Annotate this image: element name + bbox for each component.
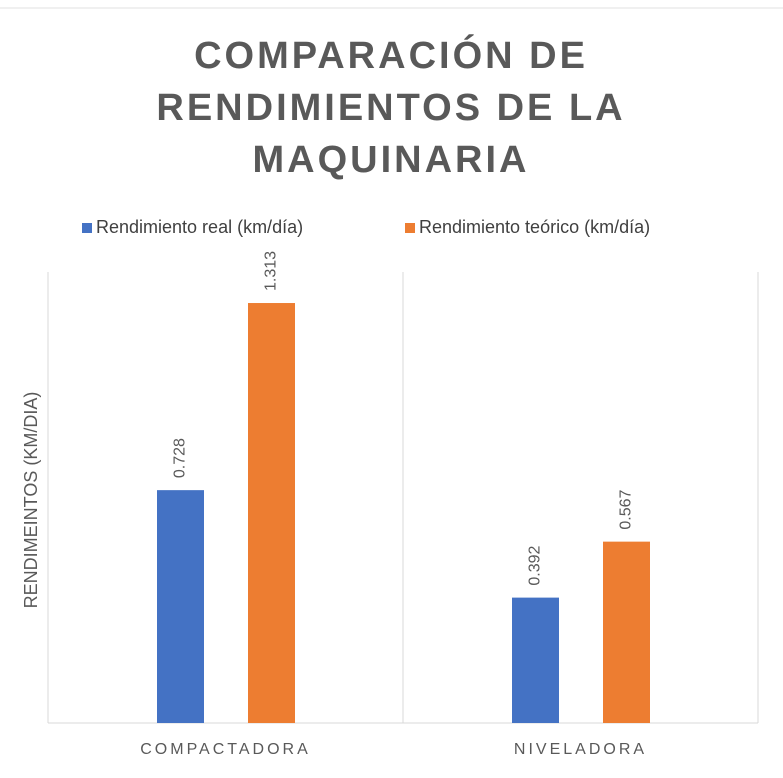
value-label: 0.392 bbox=[527, 545, 544, 585]
bar bbox=[512, 597, 559, 723]
x-tick-label: COMPACTADORA bbox=[140, 741, 311, 758]
legend-label: Rendimiento real (km/día) bbox=[96, 217, 303, 237]
legend-swatch bbox=[405, 223, 415, 233]
bar bbox=[157, 490, 204, 723]
bar bbox=[603, 541, 650, 723]
value-label: 1.313 bbox=[263, 251, 280, 291]
x-tick-label: NIVELADORA bbox=[514, 741, 647, 758]
value-label: 0.728 bbox=[172, 438, 189, 478]
legend-label: Rendimiento teórico (km/día) bbox=[419, 217, 650, 237]
chart-title: COMPARACIÓN DE RENDIMIENTOS DE LA MAQUIN… bbox=[156, 35, 626, 181]
value-label: 0.567 bbox=[618, 489, 635, 529]
y-axis-label: RENDIMEINTOS (KM/DIA) bbox=[21, 392, 41, 609]
bar bbox=[248, 303, 295, 723]
legend-swatch bbox=[82, 223, 92, 233]
